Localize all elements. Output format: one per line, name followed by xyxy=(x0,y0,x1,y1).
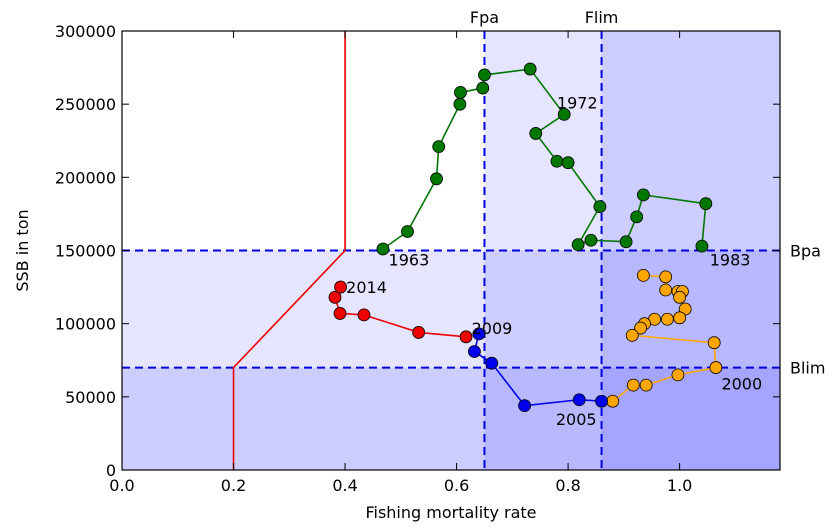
ref-label-fpa: Fpa xyxy=(470,8,499,27)
series-0-point-11 xyxy=(550,154,564,168)
series-2-point-2 xyxy=(485,356,499,370)
ref-label-blim: Blim xyxy=(790,359,825,378)
x-tick-label-0.0: 0.0 xyxy=(109,476,134,495)
series-0-point-8 xyxy=(523,62,537,76)
x-tick-label-0.2: 0.2 xyxy=(221,476,246,495)
series-0-point-18 xyxy=(636,188,650,202)
shading-zone-1 xyxy=(122,367,780,470)
series-0-point-3 xyxy=(432,140,446,154)
series-0-point-6 xyxy=(476,81,490,95)
hcr-line xyxy=(232,31,346,470)
series-3-point-2 xyxy=(357,308,371,322)
y-tick-label-50000: 50000 xyxy=(65,388,116,407)
series-0-point-4 xyxy=(453,97,467,111)
series-0-point-7 xyxy=(478,68,491,82)
year-label-2014: 2014 xyxy=(346,278,387,297)
series-1-point-14 xyxy=(709,361,723,374)
series-1-point-2 xyxy=(659,283,673,297)
series-2-point-3 xyxy=(518,399,532,413)
series-1-point-13 xyxy=(707,336,721,350)
series-0-point-5 xyxy=(454,86,467,99)
y-tick-label-150000: 150000 xyxy=(55,242,116,261)
ref-label-flim: Flim xyxy=(585,8,619,27)
series-0-point-2 xyxy=(430,172,443,186)
series-2-point-5 xyxy=(595,394,608,408)
y-tick-label-100000: 100000 xyxy=(55,315,116,334)
series-1-point-1 xyxy=(659,270,673,284)
series-1-point-0 xyxy=(636,268,650,282)
series-1-point-5 xyxy=(673,290,687,304)
series-3-point-4 xyxy=(328,290,342,304)
series-0-point-15 xyxy=(584,233,598,247)
x-tick-label-0.4: 0.4 xyxy=(332,476,357,495)
series-2-point-0 xyxy=(472,327,486,341)
series-1-point-12 xyxy=(625,328,639,342)
series-0-point-9 xyxy=(557,108,571,121)
series-2-point-1 xyxy=(468,345,481,358)
year-label-2000: 2000 xyxy=(721,375,762,394)
series-1-point-16 xyxy=(639,378,653,392)
x-axis-label: Fishing mortality rate xyxy=(365,503,536,522)
year-label-2009: 2009 xyxy=(472,319,513,338)
series-3-point-1 xyxy=(412,326,426,339)
series-1-point-15 xyxy=(671,368,685,382)
y-axis-label: SSB in ton xyxy=(13,209,32,291)
series-1-point-8 xyxy=(673,311,687,325)
series-1-point-17 xyxy=(626,378,640,392)
year-label-2005: 2005 xyxy=(556,410,597,429)
year-label-1983: 1983 xyxy=(710,250,751,269)
series-0-point-20 xyxy=(695,239,709,253)
y-tick-label-300000: 300000 xyxy=(55,22,116,41)
x-tick-label-0.8: 0.8 xyxy=(555,476,580,495)
series-1-point-11 xyxy=(634,321,647,335)
series-0-point-0 xyxy=(376,242,390,256)
y-tick-label-0: 0 xyxy=(106,461,116,480)
ref-label-bpa: Bpa xyxy=(790,242,821,261)
series-0-point-13 xyxy=(593,200,607,214)
series-0-point-14 xyxy=(571,238,585,252)
series-1-point-7 xyxy=(660,312,674,326)
series-0-point-16 xyxy=(619,235,633,249)
x-tick-label-1.0: 1.0 xyxy=(667,476,692,495)
series-0-point-19 xyxy=(699,197,713,211)
series-3-point-0 xyxy=(459,330,473,344)
year-label-1972: 1972 xyxy=(557,94,598,113)
y-tick-label-250000: 250000 xyxy=(55,95,116,114)
x-tick-label-0.6: 0.6 xyxy=(444,476,469,495)
series-2-point-4 xyxy=(572,393,586,407)
year-label-1963: 1963 xyxy=(389,250,430,269)
series-0-point-10 xyxy=(529,127,543,140)
y-tick-label-200000: 200000 xyxy=(55,168,116,187)
series-0-point-12 xyxy=(561,156,575,170)
series-3-point-3 xyxy=(333,307,347,320)
series-0-point-1 xyxy=(401,225,414,238)
series-0-point-17 xyxy=(630,210,644,224)
series-3-point-5 xyxy=(334,280,347,294)
series-1-point-18 xyxy=(606,394,620,408)
